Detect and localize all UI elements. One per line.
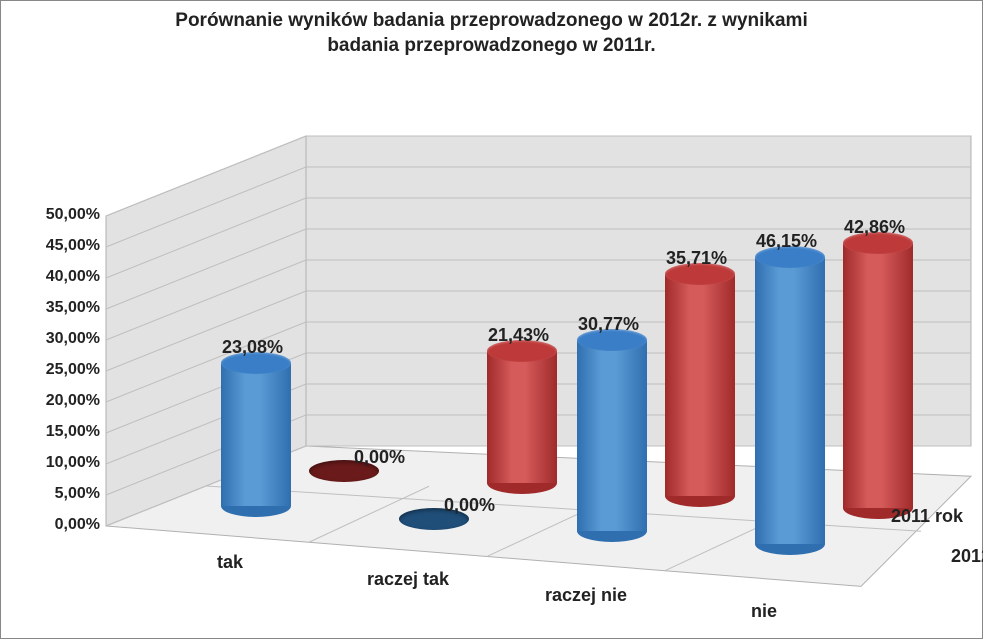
y-axis-tick: 15,00% [46, 423, 100, 441]
bar-value-label: 46,15% [756, 231, 817, 252]
bar-cylinder [843, 232, 913, 520]
bar-value-label: 21,43% [488, 325, 549, 346]
bar-value-label: 35,71% [666, 248, 727, 269]
bar-cylinder [577, 329, 647, 542]
series-label: 2011 rok [891, 506, 963, 527]
bar-value-label: 23,08% [222, 337, 283, 358]
y-axis-tick: 30,00% [46, 330, 100, 348]
chart-frame: { "title": { "line1": "Porównanie wynikó… [0, 0, 983, 639]
bar-value-label: 42,86% [844, 217, 905, 238]
bar-cylinder [665, 263, 735, 506]
chart-title: Porównanie wyników badania przeprowadzon… [1, 9, 982, 58]
y-axis-tick: 35,00% [46, 299, 100, 317]
y-axis-tick: 5,00% [55, 485, 100, 503]
bar-cylinder [221, 352, 291, 517]
y-axis-tick: 10,00% [46, 454, 100, 472]
bar-cylinder [487, 340, 557, 495]
category-label: raczej nie [526, 585, 646, 606]
chart-area: 0,00% 5,00% 10,00% 15,00% 20,00% 25,00% 30,00%… [1, 81, 983, 621]
y-axis-tick: 45,00% [46, 237, 100, 255]
bar-value-label: 0,00% [444, 495, 495, 516]
chart-title-line2: badania przeprowadzonego w 2011r. [327, 35, 655, 56]
bar-value-label: 30,77% [578, 314, 639, 335]
y-axis-tick: 0,00% [55, 516, 100, 534]
chart-title-line1: Porównanie wyników badania przeprowadzon… [175, 10, 807, 31]
series-label: 2012 rok [951, 546, 983, 567]
bar-cylinder [755, 246, 825, 554]
y-axis-tick: 50,00% [46, 206, 100, 224]
category-label: tak [170, 552, 290, 573]
y-axis-tick: 40,00% [46, 268, 100, 286]
bar-value-label: 0,00% [354, 447, 405, 468]
category-label: nie [704, 601, 824, 622]
category-label: raczej tak [348, 569, 468, 590]
y-axis-tick: 25,00% [46, 361, 100, 379]
y-axis-tick: 20,00% [46, 392, 100, 410]
